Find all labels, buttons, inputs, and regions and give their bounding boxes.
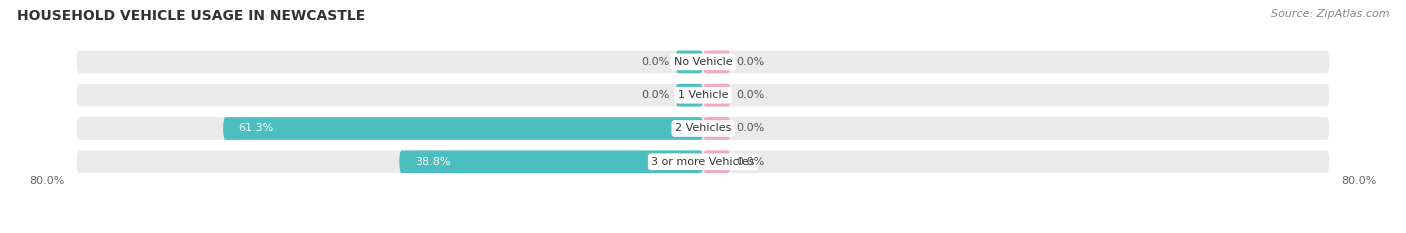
FancyBboxPatch shape (676, 51, 703, 73)
Text: 2 Vehicles: 2 Vehicles (675, 123, 731, 134)
Text: 80.0%: 80.0% (30, 176, 65, 186)
Text: HOUSEHOLD VEHICLE USAGE IN NEWCASTLE: HOUSEHOLD VEHICLE USAGE IN NEWCASTLE (17, 9, 366, 23)
FancyBboxPatch shape (703, 151, 730, 173)
Text: 38.8%: 38.8% (415, 157, 450, 167)
Text: 0.0%: 0.0% (737, 90, 765, 100)
FancyBboxPatch shape (77, 51, 1329, 73)
FancyBboxPatch shape (703, 51, 730, 73)
Text: 0.0%: 0.0% (641, 90, 669, 100)
FancyBboxPatch shape (399, 151, 703, 173)
FancyBboxPatch shape (77, 151, 1329, 173)
FancyBboxPatch shape (77, 84, 1329, 106)
Text: 80.0%: 80.0% (1341, 176, 1376, 186)
FancyBboxPatch shape (703, 117, 730, 140)
Text: 0.0%: 0.0% (737, 157, 765, 167)
FancyBboxPatch shape (224, 117, 703, 140)
FancyBboxPatch shape (676, 84, 703, 106)
Text: No Vehicle: No Vehicle (673, 57, 733, 67)
Text: 0.0%: 0.0% (737, 57, 765, 67)
FancyBboxPatch shape (77, 117, 1329, 140)
Text: 1 Vehicle: 1 Vehicle (678, 90, 728, 100)
Text: 61.3%: 61.3% (239, 123, 274, 134)
FancyBboxPatch shape (703, 84, 730, 106)
Text: Source: ZipAtlas.com: Source: ZipAtlas.com (1271, 9, 1389, 19)
Legend: Owner-occupied, Renter-occupied: Owner-occupied, Renter-occupied (572, 229, 834, 233)
Text: 3 or more Vehicles: 3 or more Vehicles (651, 157, 755, 167)
Text: 0.0%: 0.0% (737, 123, 765, 134)
Text: 0.0%: 0.0% (641, 57, 669, 67)
